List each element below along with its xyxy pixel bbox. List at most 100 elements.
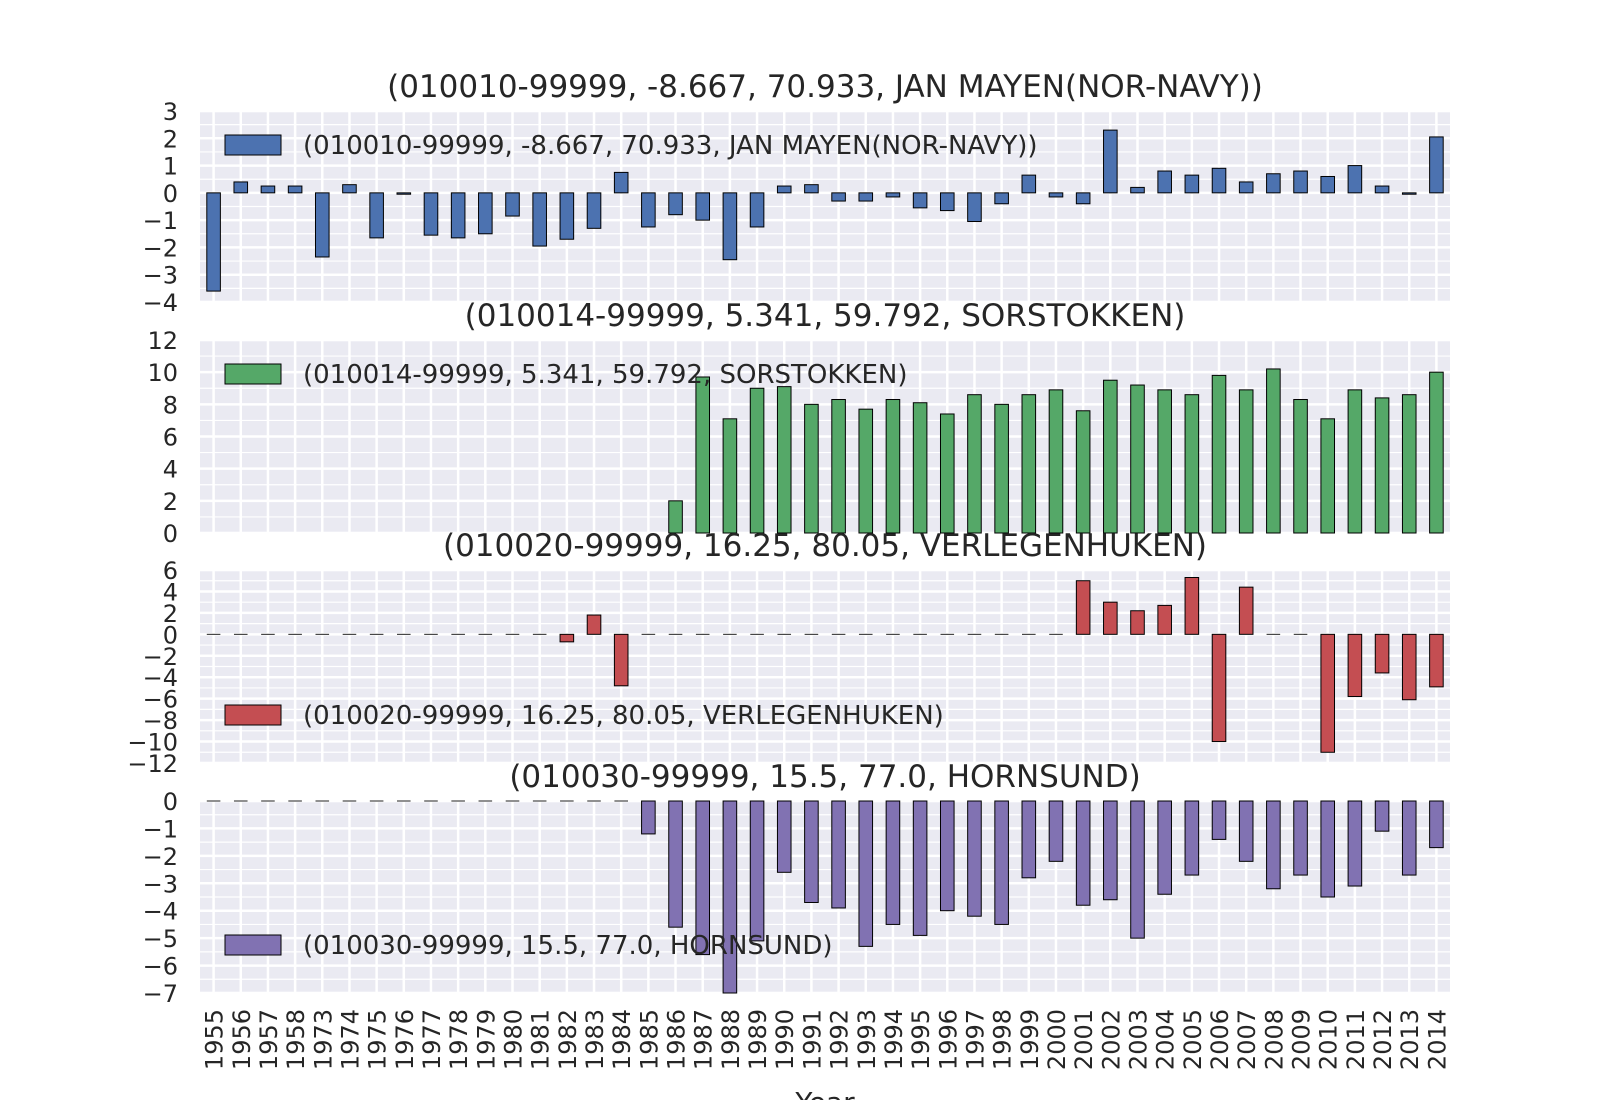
y-tick-label: −5 — [143, 925, 178, 953]
x-tick-label: 1980 — [500, 1009, 528, 1070]
legend: (010014-99999, 5.341, 59.792, SORSTOKKEN… — [224, 360, 908, 390]
bar-2000 — [1048, 192, 1064, 198]
bar-2002 — [1103, 129, 1118, 194]
bar-1992 — [831, 192, 846, 202]
bar-2014 — [1429, 633, 1444, 688]
bar-2010 — [1320, 633, 1336, 753]
x-tick-label: 1984 — [608, 1009, 636, 1070]
bar-1988 — [722, 192, 738, 261]
bar-1958 — [287, 185, 303, 194]
bar-2011 — [1347, 800, 1363, 887]
x-tick-label: 1957 — [255, 1009, 283, 1070]
bar-1993 — [858, 800, 874, 947]
y-tick-label: −3 — [143, 262, 178, 290]
bar-2009 — [1293, 170, 1308, 194]
bar-2000 — [1048, 800, 1064, 862]
bar-2012 — [1374, 633, 1390, 674]
bar-1999 — [1021, 394, 1037, 534]
y-tick-label: 0 — [163, 180, 178, 208]
x-tick-label: 1999 — [1016, 1009, 1044, 1070]
x-tick-label: 2014 — [1423, 1009, 1451, 1070]
bar-2007 — [1238, 586, 1254, 635]
y-tick-label: −2 — [143, 843, 178, 871]
bar-1998 — [994, 800, 1009, 925]
y-tick-label: 2 — [163, 125, 178, 153]
y-tick-label: 8 — [163, 391, 178, 419]
y-tick-label: −12 — [127, 750, 178, 778]
x-tick-label: 2006 — [1206, 1009, 1234, 1070]
bar-1982 — [559, 192, 575, 240]
bar-2006 — [1211, 800, 1227, 840]
x-tick-label: 1995 — [907, 1009, 935, 1070]
x-tick-label: 1982 — [554, 1009, 582, 1070]
bar-1989 — [749, 192, 765, 228]
bar-1983 — [586, 614, 602, 635]
x-tick-label: 1998 — [989, 1009, 1017, 1070]
bar-2004 — [1157, 800, 1172, 895]
legend-label: (010030-99999, 15.5, 77.0, HORNSUND) — [303, 931, 833, 961]
bar-2002 — [1103, 379, 1118, 534]
y-tick-label: 12 — [147, 327, 178, 355]
x-tick-label: 1956 — [228, 1009, 256, 1070]
bar-1956 — [233, 181, 249, 194]
bar-2005 — [1184, 174, 1200, 194]
bar-1976 — [396, 192, 412, 195]
bar-1980 — [505, 192, 520, 217]
x-tick-label: 1955 — [201, 1009, 229, 1070]
bar-2003 — [1130, 610, 1145, 635]
bar-1984 — [613, 171, 629, 194]
bar-2004 — [1157, 604, 1172, 635]
x-tick-label: 1993 — [853, 1009, 881, 1070]
bar-1995 — [912, 402, 928, 534]
bar-2013 — [1401, 394, 1417, 534]
bar-2004 — [1157, 389, 1172, 534]
bar-1955 — [206, 192, 221, 292]
bar-1983 — [586, 192, 602, 229]
bar-2008 — [1266, 368, 1281, 534]
x-tick-label: 2002 — [1097, 1009, 1125, 1070]
x-tick-label: 2011 — [1342, 1009, 1370, 1070]
y-tick-label: 2 — [163, 600, 178, 628]
bar-1978 — [450, 192, 466, 239]
bar-2001 — [1075, 800, 1091, 906]
legend-swatch — [224, 134, 282, 156]
bar-1988 — [722, 418, 738, 534]
bar-1985 — [641, 192, 656, 228]
x-tick-label: 2007 — [1233, 1009, 1261, 1070]
bar-1989 — [749, 387, 765, 534]
bar-2009 — [1293, 800, 1308, 876]
x-tick-label: 1987 — [690, 1009, 718, 1070]
bar-2012 — [1374, 397, 1390, 534]
bar-2002 — [1103, 800, 1118, 901]
y-tick-label: 4 — [163, 578, 178, 606]
bar-1999 — [1021, 174, 1037, 194]
bar-1986 — [668, 800, 683, 928]
bar-2003 — [1130, 186, 1145, 194]
shared-x-axis: 1955 1956 1957 1958 1973 1974 1975 1976 1977 1978… — [201, 1009, 1452, 1070]
bar-2005 — [1184, 577, 1200, 635]
y-tick-label: −8 — [143, 707, 178, 735]
bar-1991 — [804, 800, 819, 903]
bar-1991 — [804, 184, 819, 194]
x-tick-label: 2009 — [1288, 1009, 1316, 1070]
legend-label: (010014-99999, 5.341, 59.792, SORSTOKKEN… — [303, 360, 908, 390]
bar-1995 — [912, 192, 928, 209]
bar-1996 — [939, 192, 955, 212]
y-tick-label: −4 — [143, 664, 178, 692]
bar-2013 — [1401, 800, 1417, 876]
bar-1977 — [423, 192, 439, 236]
bar-2014 — [1429, 800, 1444, 849]
bar-1979 — [478, 192, 493, 235]
bar-2008 — [1266, 800, 1281, 890]
x-tick-label: 1978 — [445, 1009, 473, 1070]
x-tick-label: 1983 — [581, 1009, 609, 1070]
x-tick-label: 1988 — [717, 1009, 745, 1070]
y-tick-label: 1 — [163, 153, 178, 181]
legend-label: (010020-99999, 16.25, 80.05, VERLEGENHUK… — [303, 701, 944, 731]
y-tick-label: −2 — [143, 643, 178, 671]
bar-1975 — [369, 192, 384, 239]
subplot-title: (010020-99999, 16.25, 80.05, VERLEGENHUK… — [443, 528, 1207, 564]
bar-2002 — [1103, 601, 1118, 635]
bar-2005 — [1184, 800, 1200, 876]
